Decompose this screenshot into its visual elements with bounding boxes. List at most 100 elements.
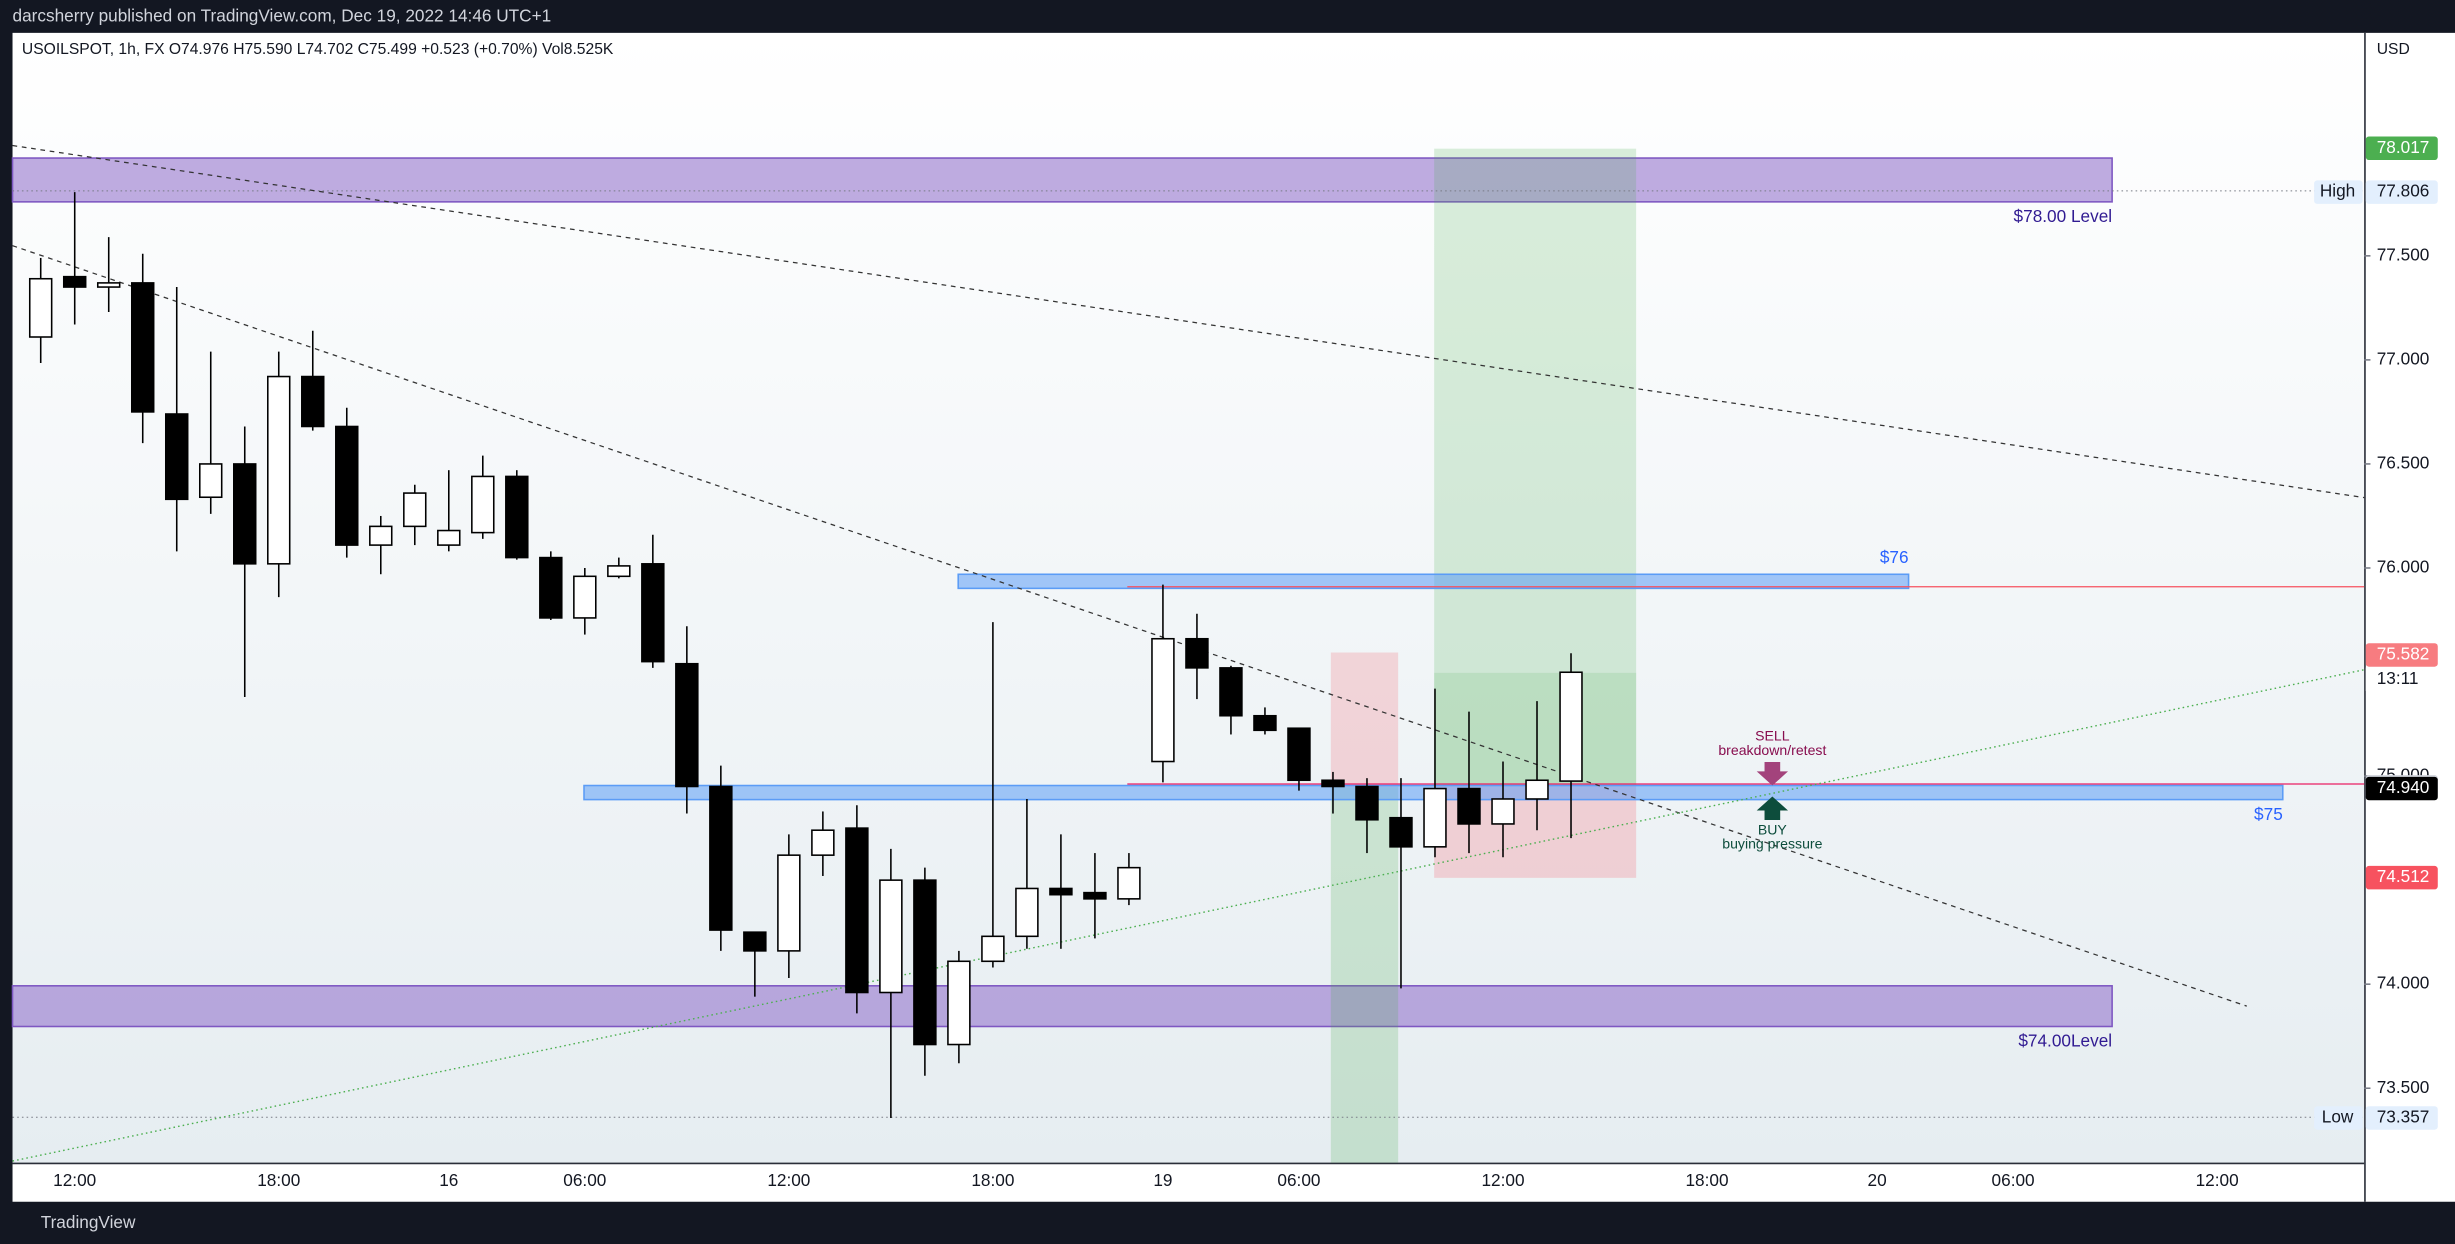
price-tag-text: Low — [2322, 1107, 2354, 1127]
price-label — [2365, 865, 2438, 890]
candle-body — [164, 413, 189, 501]
candle-body — [1525, 779, 1549, 800]
long-progress — [1434, 672, 1637, 786]
candle-body — [607, 565, 631, 578]
y-tick-label: 76.500 — [2377, 452, 2430, 472]
zone — [11, 157, 2113, 203]
candle-body — [1219, 667, 1243, 717]
candle-body — [1083, 891, 1107, 900]
x-tick-label: 18:00 — [1686, 1170, 1729, 1190]
y-tick-label: 77.000 — [2377, 348, 2430, 368]
candle-body — [369, 525, 393, 546]
candle-body — [471, 475, 495, 534]
y-tick-label: 77.500 — [2377, 244, 2430, 264]
candle-body — [1015, 887, 1039, 938]
candle-body — [845, 827, 869, 994]
candle-body — [1491, 798, 1515, 825]
candle-body — [981, 935, 1005, 963]
footer: TradingView — [41, 1212, 136, 1232]
candle-body — [641, 563, 665, 663]
price-axis — [2364, 32, 2455, 1202]
candle-body — [709, 785, 733, 931]
countdown-bg — [2365, 667, 2438, 691]
annotation: BUY — [1758, 822, 1788, 838]
legend: USOILSPOT, 1h, FX O74.976 H75.590 L74.70… — [22, 41, 614, 58]
y-tick-label: 76.000 — [2377, 557, 2430, 577]
candle-body — [437, 529, 461, 546]
x-tick-label: 12:00 — [767, 1170, 810, 1190]
candle-body — [913, 879, 937, 1046]
countdown: 13:11 — [2377, 668, 2419, 688]
candle-body — [1049, 887, 1073, 896]
price-label-text: 77.806 — [2377, 181, 2430, 201]
candle-body — [233, 463, 257, 565]
trend-line — [12, 245, 2247, 1007]
currency: USD — [2377, 41, 2410, 58]
price-label — [2365, 136, 2438, 160]
short-risk — [1330, 652, 1399, 788]
x-tick-label: 12:00 — [1481, 1170, 1524, 1190]
price-tag — [2314, 180, 2363, 204]
candle-body — [301, 375, 325, 428]
candle-body — [1355, 785, 1379, 821]
candle-body — [743, 931, 767, 952]
candle-body — [1287, 727, 1311, 782]
x-tick-label: 18:00 — [257, 1170, 300, 1190]
candle-body — [1457, 787, 1481, 825]
candle-body — [1117, 866, 1141, 900]
candle-body — [947, 960, 971, 1046]
long-target — [1434, 148, 1637, 786]
plot-area — [12, 32, 2365, 1163]
candle-body — [1151, 637, 1175, 763]
annotation: $74.00Level — [2018, 1031, 2112, 1051]
candle-body — [1389, 816, 1413, 848]
price-label — [2365, 776, 2438, 801]
candle-body — [1185, 637, 1209, 669]
time-axis — [12, 1162, 2365, 1202]
candle-body — [777, 854, 801, 952]
candle-body — [28, 277, 53, 338]
x-tick-label: 19 — [1153, 1170, 1172, 1190]
candle-body — [335, 425, 359, 546]
short-target — [1330, 787, 1399, 1163]
price-label-text: 74.512 — [2377, 866, 2430, 886]
candle-body — [267, 375, 291, 565]
annotation: $75 — [2254, 804, 2283, 824]
x-tick-label: 06:00 — [1277, 1170, 1320, 1190]
price-label-text: 78.017 — [2377, 137, 2430, 157]
trend-line — [12, 669, 2365, 1162]
buy-arrow — [1756, 796, 1789, 820]
x-tick-label: 12:00 — [2196, 1170, 2239, 1190]
price-label — [2365, 1106, 2438, 1130]
candle-body — [1559, 671, 1583, 782]
zone — [11, 985, 2113, 1028]
candle-body — [1253, 714, 1277, 732]
price-label — [2365, 643, 2438, 667]
annotation: buying pressure — [1722, 836, 1822, 852]
candle-body — [573, 575, 597, 619]
candle-body — [539, 556, 563, 619]
zone — [957, 573, 1910, 590]
x-tick-label: 06:00 — [563, 1170, 606, 1190]
candle-body — [1321, 779, 1345, 788]
candle-body — [811, 829, 835, 856]
annotation: breakdown/retest — [1718, 742, 1826, 758]
x-tick-label: 20 — [1867, 1170, 1886, 1190]
candle-body — [675, 662, 699, 788]
candle-body — [96, 282, 121, 288]
candle-body — [130, 282, 155, 413]
candle-body — [879, 879, 903, 994]
x-tick-label: 06:00 — [1992, 1170, 2035, 1190]
sell-arrow — [1756, 762, 1789, 786]
candle-body — [62, 275, 87, 288]
x-tick-label: 16 — [439, 1170, 458, 1190]
price-label-text: 73.357 — [2377, 1107, 2430, 1127]
annotation: $78.00 Level — [2014, 206, 2113, 226]
x-tick-label: 18:00 — [971, 1170, 1014, 1190]
candle-body — [198, 463, 223, 499]
annotation: SELL — [1755, 728, 1790, 744]
x-tick-label: 12:00 — [53, 1170, 96, 1190]
price-tag-text: High — [2320, 181, 2355, 201]
